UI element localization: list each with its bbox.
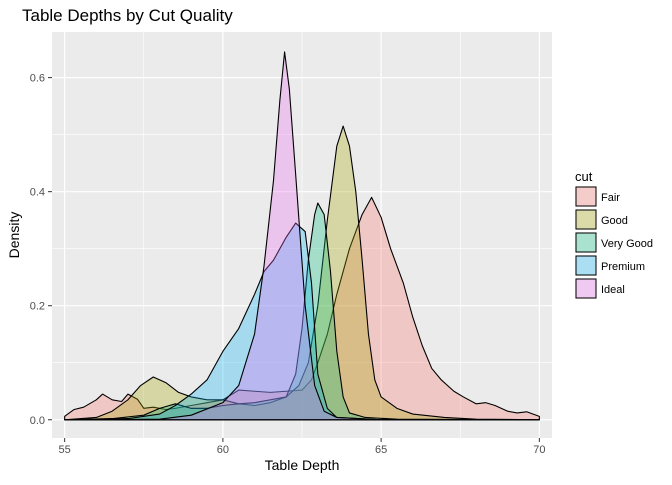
legend-key-bg [575, 278, 597, 299]
legend-label-premium: Premium [601, 261, 645, 273]
y-tick-label: 0.2 [30, 301, 45, 313]
legend-key-fair [575, 186, 597, 207]
x-axis-title: Table Depth [265, 457, 340, 473]
legend-key-ideal [575, 278, 597, 299]
legend-label-very-good: Very Good [601, 238, 653, 250]
x-tick-label: 55 [59, 444, 71, 456]
y-axis-title: Density [6, 212, 22, 259]
density-area-premium [64, 222, 540, 421]
legend: cut Fair Good Very Good Premium Ideal [575, 169, 653, 299]
y-tick-label: 0.4 [30, 187, 45, 199]
y-tick-label: 0.6 [30, 73, 45, 85]
y-tick-label: 0.0 [30, 415, 45, 427]
legend-key-very-good [575, 232, 597, 253]
axes: 55 60 65 70 0.0 0.2 0.4 0.6 [30, 73, 546, 456]
legend-key-premium [575, 255, 597, 276]
density-area-very-good [64, 202, 540, 421]
legend-key-bg [575, 255, 597, 276]
density-areas [64, 51, 540, 421]
density-area-good [64, 125, 540, 421]
legend-label-fair: Fair [601, 192, 620, 204]
legend-key-bg [575, 209, 597, 230]
legend-key-bg [575, 232, 597, 253]
legend-key-good [575, 209, 597, 230]
legend-label-good: Good [601, 215, 628, 227]
x-tick-label: 70 [533, 444, 545, 456]
x-tick-label: 60 [217, 444, 229, 456]
legend-title: cut [575, 169, 593, 184]
legend-label-ideal: Ideal [601, 284, 625, 296]
legend-key-bg [575, 186, 597, 207]
x-tick-label: 65 [375, 444, 387, 456]
density-area-fair [64, 196, 540, 421]
density-area-ideal [64, 51, 540, 421]
chart-title: Table Depths by Cut Quality [22, 6, 233, 25]
